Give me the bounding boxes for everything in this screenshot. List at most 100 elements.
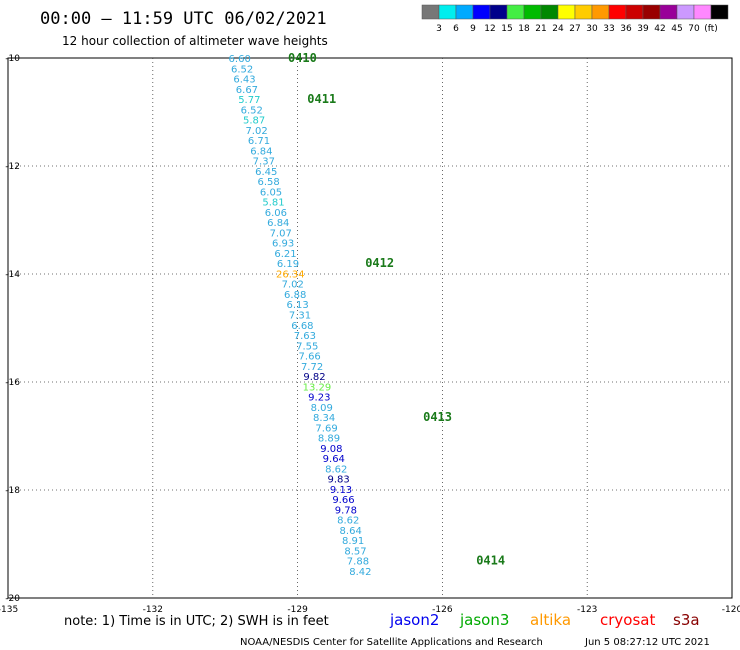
colorbar-label: 42 [654, 24, 665, 34]
colorbar-label: 15 [501, 24, 512, 34]
y-tick-label: -14 [5, 270, 20, 280]
y-tick-label: -10 [5, 54, 20, 64]
wave-height-value: 7.72 [301, 362, 323, 373]
colorbar-label: 24 [552, 24, 564, 34]
wave-height-value: 9.82 [303, 372, 325, 383]
wave-height-value: 6.68 [291, 321, 313, 332]
wave-height-value: 7.66 [299, 352, 321, 363]
colorbar-swatch [642, 4, 661, 20]
colorbar-swatch [472, 4, 491, 20]
colorbar-swatch [710, 4, 729, 20]
x-tick-label: -129 [287, 605, 308, 615]
wave-height-value: 6.43 [233, 75, 255, 86]
y-tick-label: -16 [5, 378, 20, 388]
colorbar-swatch [693, 4, 712, 20]
time-label: 0414 [476, 554, 505, 568]
colorbar-label: 12 [484, 24, 495, 34]
wave-height-value: 6.05 [260, 187, 282, 198]
wave-height-value: 8.62 [325, 464, 347, 475]
wave-height-value: 6.13 [286, 300, 308, 311]
wave-height-value: 6.52 [231, 64, 253, 75]
wave-height-value: 8.64 [340, 526, 362, 537]
colorbar-swatch [591, 4, 610, 20]
satellite-legend-entry: jason3 [459, 611, 509, 629]
timestamp-text: Jun 5 08:27:12 UTC 2021 [584, 637, 710, 648]
wave-height-value: 7.37 [253, 157, 275, 168]
wave-height-value: 6.06 [265, 208, 287, 219]
colorbar-swatch [557, 4, 576, 20]
colorbar-label: 6 [453, 24, 459, 34]
time-label: 0411 [307, 92, 336, 106]
wave-height-points: 6.606.526.436.675.776.525.877.026.716.84… [229, 54, 372, 578]
wave-height-value: 13.29 [303, 382, 332, 393]
wave-height-value: 9.78 [335, 505, 357, 516]
satellite-legend-entry: s3a [673, 611, 700, 629]
colorbar-label: 9 [470, 24, 476, 34]
wave-height-value: 9.66 [332, 495, 354, 506]
wave-height-value: 6.19 [277, 259, 299, 270]
colorbar-swatch [659, 4, 678, 20]
colorbar-label: 30 [586, 24, 598, 34]
satellite-legend-entry: cryosat [600, 611, 655, 629]
colorbar-swatch [574, 4, 593, 20]
time-label: 0410 [288, 51, 317, 65]
colorbar-legend: 3 6 9 12 15 18 21 24 27 30 33 36 39 42 45 70 (ft) [421, 4, 729, 34]
colorbar-swatch [489, 4, 508, 20]
wave-height-value: 6.71 [248, 136, 270, 147]
wave-height-value: 8.09 [311, 403, 333, 414]
y-tick-label: -18 [5, 486, 20, 496]
colorbar-label: 27 [569, 24, 580, 34]
colorbar-label: 36 [620, 24, 632, 34]
colorbar-swatch [455, 4, 474, 20]
colorbar-label: 70 [688, 24, 700, 34]
wave-height-value: 7.69 [315, 423, 337, 434]
colorbar-swatch [523, 4, 542, 20]
colorbar-swatch [438, 4, 457, 20]
wave-height-value: 5.77 [238, 95, 260, 106]
wave-height-value: 5.87 [243, 116, 265, 127]
credit-text: NOAA/NESDIS Center for Satellite Applica… [240, 637, 543, 648]
wave-height-value: 6.93 [272, 239, 294, 250]
wave-height-value: 6.67 [236, 85, 258, 96]
wave-height-value: 6.88 [284, 290, 306, 301]
x-tick-label: -123 [577, 605, 597, 615]
wave-height-value: 6.52 [241, 105, 263, 116]
wave-height-value: 9.13 [330, 485, 352, 496]
wave-height-value: 7.02 [245, 126, 267, 137]
y-tick-label: -12 [5, 162, 20, 172]
footnote: note: 1) Time is in UTC; 2) SWH is in fe… [64, 614, 329, 629]
colorbar-label: 3 [436, 24, 442, 34]
plot-frame [7, 57, 733, 599]
wave-height-value: 7.02 [282, 280, 304, 291]
colorbar-swatch [540, 4, 559, 20]
wave-height-value: 26.34 [276, 269, 305, 280]
wave-height-value: 7.07 [270, 228, 292, 239]
wave-height-value: 6.84 [267, 218, 289, 229]
colorbar-swatch [506, 4, 525, 20]
satellite-legend: jason2 jason3 altika cryosat s3a [389, 611, 700, 629]
x-tick-label: -120 [722, 605, 740, 615]
time-labels: 0410 0411 0412 0413 0414 [288, 51, 505, 568]
wave-height-value: 6.84 [250, 146, 272, 157]
colorbar-swatch [676, 4, 695, 20]
x-tick-label: -132 [143, 605, 163, 615]
wave-height-value: 6.45 [255, 167, 277, 178]
colorbar-label: (ft) [704, 24, 718, 34]
wave-height-value: 5.81 [262, 198, 284, 209]
wave-height-value: 7.31 [289, 311, 311, 322]
wave-height-value: 6.60 [229, 54, 251, 65]
map-grid: -135 -132 -129 -126 -123 -120 -10 -12 -14 -16 -18 -… [0, 54, 740, 615]
colorbar-swatch [608, 4, 627, 20]
colorbar-label: 45 [671, 24, 682, 34]
wave-height-value: 6.58 [258, 177, 280, 188]
wave-height-value: 8.42 [349, 567, 371, 578]
wave-height-value: 9.08 [320, 444, 342, 455]
wave-height-value: 7.88 [347, 557, 369, 568]
wave-height-value: 8.34 [313, 413, 335, 424]
time-label: 0412 [365, 256, 394, 270]
colorbar-label: 18 [518, 24, 530, 34]
satellite-legend-entry: altika [530, 611, 571, 629]
x-tick-label: -126 [432, 605, 453, 615]
colorbar-label: 39 [637, 24, 649, 34]
